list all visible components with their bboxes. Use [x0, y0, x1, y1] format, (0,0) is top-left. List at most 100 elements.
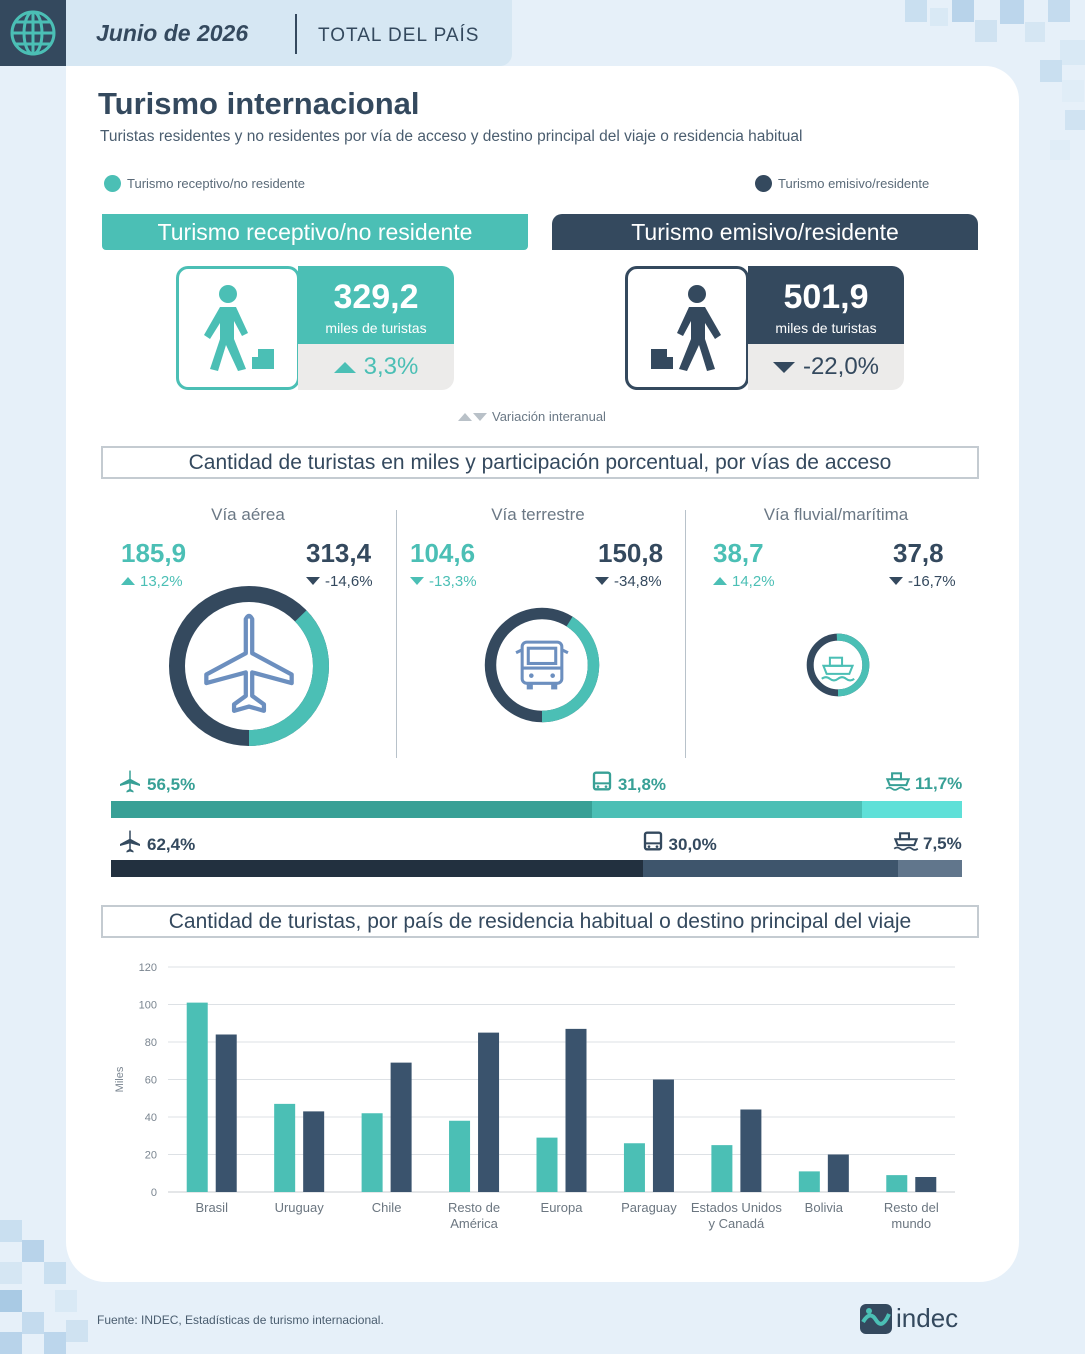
bar-emissive	[652, 1079, 674, 1192]
legend-emissive: Turismo emisivo/residente	[755, 175, 929, 192]
land-receptive-value: 104,6	[410, 538, 476, 568]
receptive-unit: miles de turistas	[325, 320, 427, 336]
country-section-title: Cantidad de turistas, por país de reside…	[101, 905, 979, 938]
x-tick-label: Resto del	[884, 1200, 939, 1215]
airplane-icon	[117, 770, 143, 799]
receptive-share-value: 56,5%	[147, 774, 196, 794]
decorative-pixel	[1048, 0, 1070, 22]
decorative-pixel	[1000, 0, 1024, 24]
y-tick-label: 60	[145, 1075, 157, 1087]
page-subtitle: Turistas residentes y no residentes por …	[100, 128, 803, 145]
bar-receptive	[361, 1113, 383, 1192]
bar-emissive	[303, 1111, 325, 1192]
decorative-pixel	[1025, 22, 1045, 42]
access-section-title: Cantidad de turistas en miles y particip…	[101, 446, 979, 479]
decorative-pixel	[44, 1262, 66, 1284]
decorative-pixel	[55, 1290, 77, 1312]
land-emissive-value: 150,8	[598, 538, 664, 568]
x-tick-label: Paraguay	[621, 1200, 677, 1215]
emissive-share-bar-segment	[111, 860, 643, 877]
y-tick-label: 40	[145, 1112, 157, 1124]
header-scope: TOTAL DEL PAÍS	[318, 25, 480, 46]
x-tick-label: Europa	[541, 1200, 584, 1215]
river-receptive-value: 38,7	[713, 538, 764, 568]
bar-receptive	[886, 1175, 908, 1192]
decorative-pixel	[1062, 80, 1084, 102]
traveler-departing-icon	[651, 285, 721, 371]
column-divider	[685, 510, 686, 758]
access-air-title: Vía aérea	[211, 505, 285, 524]
bus-icon	[641, 830, 665, 859]
bus-icon	[590, 770, 614, 799]
bar-emissive	[565, 1028, 587, 1192]
bar-emissive	[827, 1154, 849, 1192]
receptive-variation-box: 3,3%	[298, 344, 454, 390]
x-tick-label: Resto de	[448, 1200, 500, 1215]
legend-receptive: Turismo receptivo/no residente	[104, 175, 305, 192]
air-receptive-var-text: 13,2%	[140, 573, 183, 590]
emissive-share-label: 7,5%	[893, 830, 962, 857]
variation-note-label: Variación interanual	[492, 409, 606, 424]
bar-emissive	[215, 1034, 237, 1192]
traveler-arriving-icon	[204, 285, 274, 371]
y-axis-label: Miles	[114, 1066, 126, 1092]
emissive-share-bar-segment	[642, 860, 899, 877]
emissive-share-label: 30,0%	[641, 830, 717, 859]
emissive-share-value: 7,5%	[923, 833, 962, 853]
up-arrow-icon	[458, 412, 472, 421]
emissive-value: 501,9	[783, 278, 869, 316]
bus-icon	[515, 640, 569, 690]
x-tick-label: Chile	[372, 1200, 402, 1215]
air-emissive-var-text: -14,6%	[325, 573, 373, 590]
emissive-value-box: 501,9 miles de turistas	[748, 266, 904, 344]
legend-dot-emissive	[755, 175, 772, 192]
emissive-share-label: 62,4%	[117, 830, 195, 859]
emissive-variation: -22,0%	[802, 353, 880, 380]
header-date: Junio de 2026	[96, 20, 249, 46]
up-arrow-icon	[713, 577, 727, 585]
decorative-pixel	[66, 1320, 88, 1342]
decorative-pixel	[0, 1290, 22, 1312]
bar-emissive	[915, 1177, 937, 1192]
river-emissive-var-text: -16,7%	[908, 573, 956, 590]
emissive-variation-box: -22,0%	[748, 344, 904, 390]
header-tab	[0, 0, 512, 66]
decorative-pixel	[0, 1262, 22, 1284]
river-receptive-variation: 14,2%	[713, 573, 775, 590]
decorative-pixel	[1060, 40, 1085, 65]
down-arrow-icon	[410, 577, 424, 585]
land-receptive-var-text: -13,3%	[429, 573, 477, 590]
decorative-pixel	[930, 8, 948, 26]
receptive-share-bar-segment	[111, 801, 592, 818]
land-emissive-var-text: -34,8%	[614, 573, 662, 590]
access-land-title: Vía terrestre	[491, 505, 585, 524]
receptive-variation: 3,3%	[363, 353, 419, 380]
decorative-pixel	[1040, 60, 1062, 82]
page-title: Turismo internacional	[98, 86, 420, 121]
emissive-traveler-box	[625, 266, 749, 390]
column-divider	[396, 510, 397, 758]
access-river-title: Vía fluvial/marítima	[763, 505, 909, 524]
bar-emissive	[478, 1032, 500, 1192]
bar-receptive	[798, 1171, 820, 1192]
legend-receptive-label: Turismo receptivo/no residente	[127, 176, 305, 191]
down-arrow-icon	[889, 577, 903, 585]
emissive-share-value: 30,0%	[668, 834, 717, 854]
y-tick-label: 120	[139, 962, 157, 974]
globe-icon-box	[0, 0, 66, 66]
river-receptive-var-text: 14,2%	[732, 573, 775, 590]
bar-receptive	[623, 1143, 645, 1192]
receptive-share-label: 31,8%	[590, 770, 666, 799]
decorative-pixel	[905, 0, 927, 22]
emissive-unit: miles de turistas	[775, 320, 877, 336]
receptive-share-bar-segment	[862, 801, 962, 818]
globe-icon	[10, 10, 56, 56]
air-receptive-variation: 13,2%	[121, 573, 183, 590]
header-separator	[295, 14, 297, 54]
air-emissive-value: 313,4	[306, 538, 372, 568]
down-arrow-icon	[306, 577, 320, 585]
x-tick-label: América	[450, 1216, 498, 1231]
y-tick-label: 80	[145, 1037, 157, 1049]
land-receptive-variation: -13,3%	[410, 573, 477, 590]
up-arrow-icon	[333, 361, 356, 373]
